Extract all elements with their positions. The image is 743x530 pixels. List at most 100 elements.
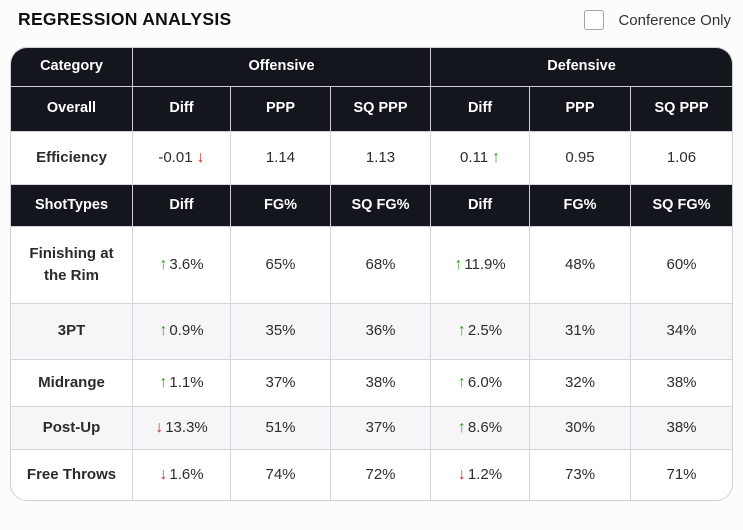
stat-value: 72% — [365, 465, 396, 483]
stat-value: 1.1% — [169, 373, 204, 391]
column-header: SQ FG% — [631, 184, 732, 227]
stat-value: 13.3% — [165, 418, 208, 436]
trend-arrow-icon: ↑ — [159, 322, 168, 340]
stat-cell: 48% — [530, 226, 632, 304]
group-header-row: Category Offensive Defensive — [11, 47, 732, 87]
row-label: 3PT — [11, 303, 133, 360]
stat-cell: 51% — [231, 406, 331, 450]
stat-value: 6.0% — [467, 373, 503, 391]
column-header: PPP — [530, 86, 632, 132]
stat-cell: 38% — [331, 359, 432, 407]
conference-only-checkbox[interactable] — [584, 10, 605, 30]
stat-value: 38% — [365, 373, 396, 391]
stat-cell: 37% — [331, 406, 432, 450]
stat-cell: 73% — [530, 449, 632, 500]
stat-cell: 1.14 — [231, 131, 331, 185]
stat-cell: 0.95 — [530, 131, 632, 185]
shottype-row-postup: Post-Up ↓ 13.3% 51% 37% ↑ 8.6% 30% 38% — [11, 406, 732, 450]
column-header: Diff — [133, 86, 231, 132]
column-header: Diff — [431, 86, 531, 132]
stat-cell: 60% — [631, 227, 732, 304]
stat-cell: 36% — [331, 303, 432, 360]
trend-arrow-icon: ↑ — [454, 255, 463, 273]
stat-value: 3.6% — [169, 255, 204, 273]
stat-value: 8.6% — [467, 418, 503, 436]
stat-cell: 37% — [231, 359, 331, 407]
stat-cell: ↑ 11.9% — [431, 226, 531, 304]
stat-value: 31% — [565, 322, 596, 340]
stat-cell: ↑ 3.6% — [133, 226, 231, 304]
column-header: SQ PPP — [331, 86, 432, 132]
stat-cell: 31% — [530, 303, 632, 360]
group-header-category: Category — [11, 47, 133, 87]
column-header: Diff — [431, 184, 531, 227]
stat-cell: 34% — [631, 303, 732, 360]
stat-cell: 38% — [631, 360, 732, 407]
stat-value: 1.2% — [467, 465, 503, 483]
conference-only-label: Conference Only — [618, 11, 731, 29]
stat-value: 34% — [666, 322, 697, 340]
stat-value: 0.9% — [169, 322, 204, 340]
stat-value: 73% — [565, 465, 596, 483]
stat-cell: 71% — [631, 450, 732, 500]
stat-value: 48% — [565, 255, 596, 273]
conference-only-control: Conference Only — [584, 8, 731, 30]
trend-arrow-icon: ↓ — [196, 148, 205, 166]
stat-value: 1.6% — [169, 465, 204, 483]
stat-value: -0.01 — [158, 148, 193, 166]
stat-cell: ↑ 0.9% — [133, 303, 231, 360]
stat-value: 74% — [265, 465, 296, 483]
row-label: Post-Up — [11, 406, 133, 450]
stat-value: 37% — [265, 373, 296, 391]
stat-value: 68% — [365, 255, 396, 273]
column-header: PPP — [231, 86, 331, 132]
column-header: FG% — [530, 184, 632, 227]
stat-cell: 74% — [231, 449, 331, 500]
row-label: Efficiency — [11, 131, 133, 185]
shottype-row-finishing: Finishing at the Rim ↑ 3.6% 65% 68% ↑ 11.9… — [11, 226, 732, 304]
shottype-row-3pt: 3PT ↑ 0.9% 35% 36% ↑ 2.5% 31% 34% — [11, 303, 732, 360]
stat-cell: 72% — [331, 449, 432, 500]
stat-cell: 1.06 — [631, 132, 732, 185]
column-header: SQ PPP — [631, 86, 732, 132]
stat-cell: 35% — [231, 303, 331, 360]
stat-cell: 65% — [231, 226, 331, 304]
stat-cell: 38% — [631, 406, 732, 450]
shottype-row-midrange: Midrange ↑ 1.1% 37% 38% ↑ 6.0% 32% 38% — [11, 359, 732, 407]
trend-arrow-icon: ↑ — [457, 418, 466, 436]
stat-cell: 30% — [530, 406, 632, 450]
stat-value: 38% — [666, 373, 697, 391]
stat-value: 1.13 — [365, 148, 396, 166]
stat-cell: ↓ 13.3% — [133, 406, 231, 450]
regression-table-container: Category Offensive Defensive Overall Dif… — [10, 46, 733, 501]
shottypes-header-row: ShotTypes Diff FG% SQ FG% Diff FG% SQ FG… — [11, 184, 732, 227]
group-header-defensive: Defensive — [431, 47, 732, 87]
stat-value: 0.95 — [565, 148, 595, 166]
stat-value: 37% — [365, 418, 396, 436]
stat-cell: ↑ 8.6% — [431, 406, 531, 450]
group-header-offensive: Offensive — [133, 47, 432, 87]
stat-cell: ↑ 6.0% — [431, 359, 531, 407]
column-header: FG% — [231, 184, 331, 227]
efficiency-row: Efficiency -0.01 ↓ 1.14 1.13 0.11 ↑ 0.95 1… — [11, 131, 732, 185]
page-title: REGRESSION ANALYSIS — [18, 9, 232, 29]
row-label: Finishing at the Rim — [11, 226, 133, 304]
stat-cell: ↑ 2.5% — [431, 303, 531, 360]
stat-value: 65% — [265, 255, 296, 273]
stat-value: 30% — [565, 418, 596, 436]
stat-value: 32% — [565, 373, 596, 391]
stat-value: 35% — [265, 322, 296, 340]
stat-value: 51% — [265, 418, 296, 436]
shottype-row-freethrows: Free Throws ↓ 1.6% 74% 72% ↓ 1.2% 73% 71% — [11, 449, 732, 500]
stat-cell: ↓ 1.6% — [133, 449, 231, 500]
stat-cell: 1.13 — [331, 131, 432, 185]
shottypes-section-label: ShotTypes — [11, 184, 133, 227]
stat-value: 71% — [666, 465, 697, 483]
column-header: Diff — [133, 184, 231, 227]
trend-arrow-icon: ↑ — [457, 373, 466, 391]
stat-cell: 68% — [331, 226, 432, 304]
stat-cell: 0.11 ↑ — [431, 131, 531, 185]
top-bar: REGRESSION ANALYSIS Conference Only — [0, 0, 743, 31]
trend-arrow-icon: ↓ — [155, 418, 164, 436]
stat-cell: 32% — [530, 359, 632, 407]
